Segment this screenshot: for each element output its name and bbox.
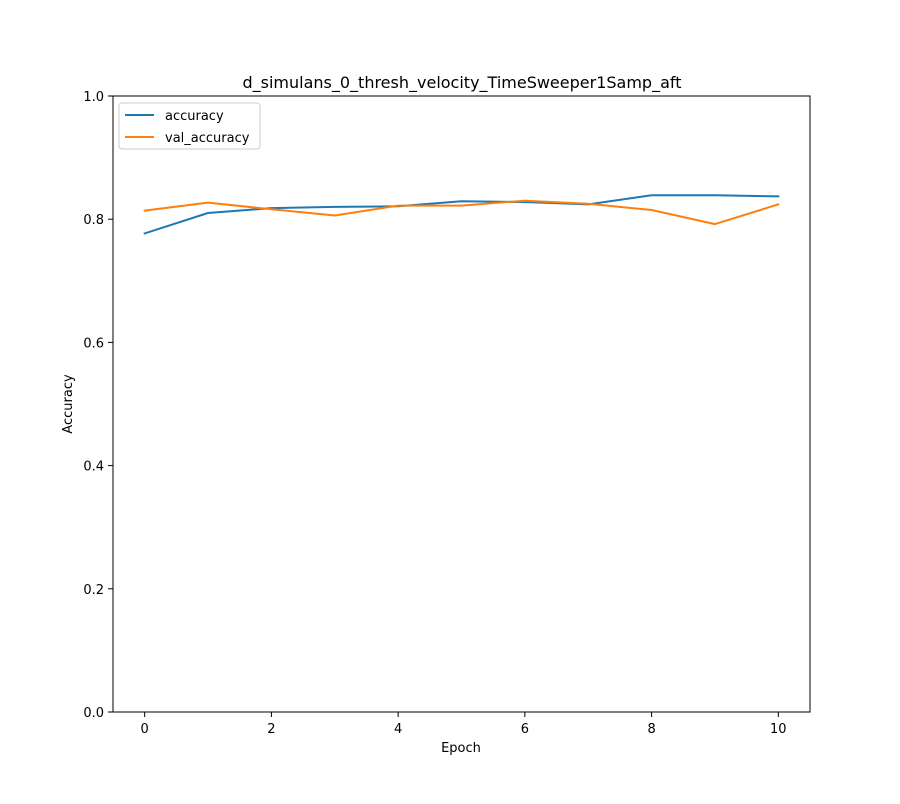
series-line-accuracy: [143, 194, 780, 235]
series-lines: [143, 194, 780, 235]
y-axis-label: Accuracy: [61, 374, 76, 434]
legend-box: [118, 102, 261, 150]
axis-ticks: 0 2 4 6 8 10 0.0 0.2 0.4 0.6 0.8 1.0: [83, 90, 786, 737]
x-tick-label: 8: [647, 722, 655, 737]
legend-label: accuracy: [165, 109, 224, 124]
x-tick-label: 2: [267, 722, 275, 737]
legend-label: val_accuracy: [165, 131, 250, 146]
y-tick-label: 1.0: [83, 90, 104, 105]
y-tick-label: 0.6: [83, 336, 104, 351]
plot-frame: [112, 95, 811, 713]
x-tick-label: 10: [770, 722, 787, 737]
y-tick-label: 0.4: [83, 460, 104, 475]
plot-area: 0 2 4 6 8 10 0.0 0.2 0.4 0.6 0.8 1.0: [83, 90, 811, 737]
x-tick-label: 4: [394, 722, 402, 737]
legend-items: accuracy val_accuracy: [125, 109, 250, 146]
y-tick-label: 0.0: [83, 706, 104, 721]
y-tick-label: 0.8: [83, 213, 104, 228]
series-line-val-accuracy: [143, 199, 780, 226]
legend: accuracy val_accuracy: [118, 102, 261, 150]
y-tick-label: 0.2: [83, 583, 104, 598]
x-tick-label: 6: [521, 722, 529, 737]
x-axis-label: Epoch: [441, 741, 481, 756]
chart-title: d_simulans_0_thresh_velocity_TimeSweeper…: [242, 73, 681, 93]
x-tick-label: 0: [141, 722, 149, 737]
